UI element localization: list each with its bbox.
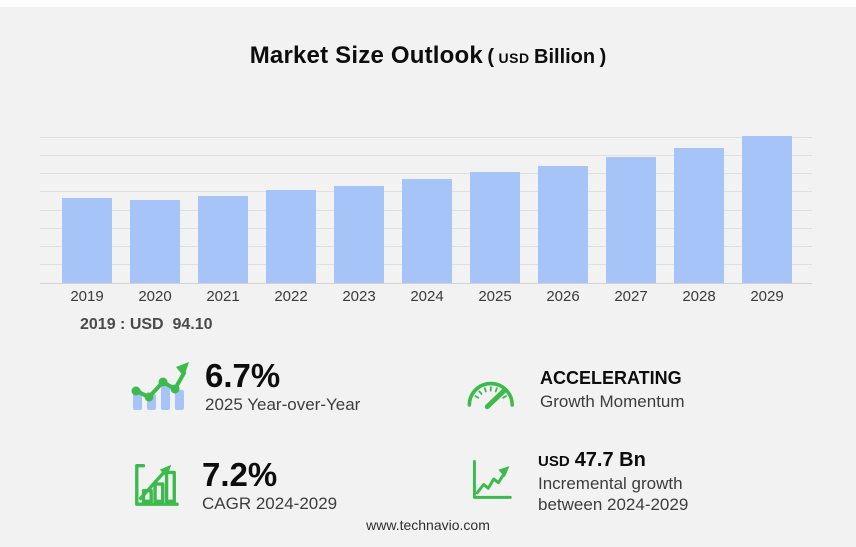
x-tick-2026: 2026 — [546, 288, 580, 305]
title-close-paren: ) — [599, 46, 607, 68]
stat-label: Growth Momentum — [540, 391, 685, 411]
chart-plot — [40, 128, 812, 284]
stat-label: CAGR 2024-2029 — [202, 493, 338, 513]
stat-label: Incremental growth between 2024-2029 — [538, 474, 689, 514]
x-tick-2020: 2020 — [138, 288, 172, 305]
title-currency: USD — [498, 50, 530, 66]
gridline — [40, 155, 812, 157]
bar-2023 — [334, 186, 384, 283]
stat-currency: USD — [538, 453, 570, 470]
stat-cagr: 7.2% CAGR 2024-2029 — [130, 458, 337, 514]
bar-2020 — [130, 199, 180, 283]
baseline-value-annotation: 2019 : USD 94.10 — [80, 316, 213, 333]
x-tick-2027: 2027 — [614, 288, 648, 305]
bar-2028 — [674, 147, 724, 283]
line-chart-growth-icon — [468, 454, 514, 509]
stat-value: 6.7% — [205, 357, 281, 395]
stat-incremental-growth: USD 47.7 Bn Incremental growth between 2… — [468, 448, 716, 515]
title-unit: Billion — [534, 46, 596, 68]
bars-trend-up-icon — [127, 358, 193, 417]
gauge-icon — [464, 366, 514, 415]
bar-chart-growth-icon — [130, 459, 182, 514]
gridline — [40, 173, 812, 175]
bar-2022 — [266, 189, 316, 283]
stat-title: ACCELERATING — [540, 368, 682, 389]
bar-2025 — [470, 172, 520, 283]
stat-growth-momentum: ACCELERATING Growth Momentum — [464, 366, 685, 415]
stat-value: 7.2% — [202, 456, 278, 493]
gridline — [40, 136, 812, 138]
x-tick-2022: 2022 — [274, 288, 308, 305]
x-tick-2029: 2029 — [750, 288, 784, 305]
title-main: Market Size Outlook — [249, 42, 483, 69]
page-title: Market Size Outlook ( USD Billion ) — [0, 42, 856, 70]
title-open-paren: ( — [487, 46, 495, 68]
x-tick-2023: 2023 — [342, 288, 376, 305]
chart-bars — [62, 128, 792, 283]
bar-2024 — [402, 179, 452, 283]
x-tick-2019: 2019 — [70, 288, 104, 305]
page-top-margin — [0, 0, 856, 7]
bar-2026 — [538, 165, 588, 283]
x-tick-2028: 2028 — [682, 288, 716, 305]
x-tick-2021: 2021 — [206, 288, 240, 305]
stat-title: USD 47.7 Bn — [538, 448, 716, 472]
bar-2029 — [742, 135, 792, 283]
chart-x-axis-labels: 2019 2020 2021 2022 2023 2024 2025 2026 2027 2028… — [62, 288, 792, 305]
stat-label: 2025 Year-over-Year — [205, 394, 361, 414]
x-tick-2025: 2025 — [478, 288, 512, 305]
x-tick-2024: 2024 — [410, 288, 444, 305]
footer-url: www.technavio.com — [366, 517, 490, 533]
bar-2021 — [198, 195, 248, 283]
bar-2019 — [62, 197, 112, 283]
stat-value: 47.7 Bn — [574, 449, 646, 471]
stat-2025-yoy-growth: 6.7% 2025 Year-over-Year — [127, 358, 360, 417]
bar-2027 — [606, 156, 656, 283]
